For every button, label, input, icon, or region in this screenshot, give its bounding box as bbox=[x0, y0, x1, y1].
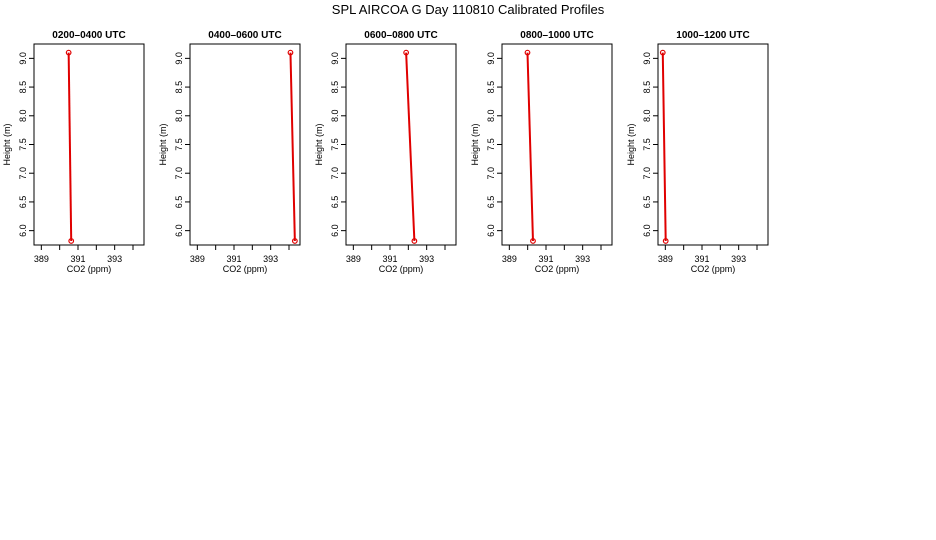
profile-line bbox=[67, 52, 73, 241]
y-tick-label: 8.5 bbox=[174, 81, 184, 94]
y-axis-label: Height (m) bbox=[2, 123, 12, 165]
y-tick-label: 8.0 bbox=[642, 110, 652, 123]
y-tick-label: 6.5 bbox=[642, 196, 652, 209]
y-tick-label: 6.0 bbox=[642, 224, 652, 237]
y-tick-label: 7.5 bbox=[486, 138, 496, 151]
y-tick-label: 7.5 bbox=[330, 138, 340, 151]
y-tick-label: 6.5 bbox=[486, 196, 496, 209]
x-tick-label: 393 bbox=[731, 254, 746, 264]
x-tick-label: 391 bbox=[538, 254, 553, 264]
y-tick-label: 8.5 bbox=[486, 81, 496, 94]
y-tick-label: 7.5 bbox=[174, 138, 184, 151]
x-tick-label: 389 bbox=[502, 254, 517, 264]
x-tick-label: 393 bbox=[263, 254, 278, 264]
plot-frame bbox=[657, 43, 769, 246]
chart-panel-3: 0600–0800 UTC 389 391 393 6.0 6.5 7.0 7.5 8.0 8.5… bbox=[314, 30, 457, 274]
y-axis-label: Height (m) bbox=[158, 123, 168, 165]
panel-title: 0600–0800 UTC bbox=[364, 30, 437, 41]
x-tick-label: 391 bbox=[382, 254, 397, 264]
profile-line bbox=[405, 52, 416, 242]
y-tick-label: 6.0 bbox=[330, 224, 340, 237]
data-point bbox=[411, 238, 418, 244]
data-point bbox=[403, 49, 410, 56]
y-tick-label: 6.0 bbox=[174, 224, 184, 237]
x-tick-label: 389 bbox=[34, 254, 49, 264]
x-tick-label: 393 bbox=[575, 254, 590, 264]
plot-frame bbox=[189, 43, 301, 246]
profile-line bbox=[526, 52, 534, 242]
y-tick-label: 9.0 bbox=[174, 52, 184, 65]
x-tick-label: 389 bbox=[346, 254, 361, 264]
x-tick-label: 391 bbox=[70, 254, 85, 264]
y-tick-label: 7.0 bbox=[486, 167, 496, 180]
x-tick-label: 389 bbox=[190, 254, 205, 264]
y-tick-label: 8.0 bbox=[174, 110, 184, 123]
plot-frame bbox=[501, 43, 613, 246]
data-point bbox=[291, 238, 298, 244]
data-point bbox=[65, 49, 72, 56]
data-point bbox=[662, 238, 669, 244]
panel-title: 0800–1000 UTC bbox=[520, 30, 593, 41]
x-axis-label: CO2 (ppm) bbox=[379, 264, 424, 274]
y-tick-label: 7.0 bbox=[642, 167, 652, 180]
y-tick-label: 6.0 bbox=[18, 224, 28, 237]
x-tick-label: 391 bbox=[226, 254, 241, 264]
chart-panel-1: 0200–0400 UTC 389 391 393 6.0 6.5 7.0 7.5 8.0 8.5… bbox=[2, 30, 145, 274]
panel-title: 0200–0400 UTC bbox=[52, 30, 125, 41]
x-axis-label: CO2 (ppm) bbox=[691, 264, 736, 274]
x-tick-label: 389 bbox=[658, 254, 673, 264]
y-tick-label: 8.5 bbox=[18, 81, 28, 94]
y-tick-label: 8.0 bbox=[18, 110, 28, 123]
x-tick-label: 391 bbox=[694, 254, 709, 264]
data-point bbox=[524, 49, 531, 56]
y-tick-label: 6.0 bbox=[486, 224, 496, 237]
profile-line bbox=[661, 52, 667, 241]
y-tick-label: 9.0 bbox=[18, 52, 28, 65]
y-axis-label: Height (m) bbox=[626, 123, 636, 165]
chart-panel-5: 1000–1200 UTC 389 391 393 6.0 6.5 7.0 7.5 8.0 8.5… bbox=[626, 30, 769, 274]
data-point bbox=[287, 49, 294, 56]
data-point bbox=[530, 238, 536, 244]
x-tick-label: 393 bbox=[107, 254, 122, 264]
y-tick-label: 8.0 bbox=[330, 110, 340, 123]
figure-title: SPL AIRCOA G Day 110810 Calibrated Profi… bbox=[331, 2, 605, 17]
plot-frame bbox=[33, 43, 145, 246]
x-axis-label: CO2 (ppm) bbox=[67, 264, 112, 274]
x-axis-label: CO2 (ppm) bbox=[223, 264, 268, 274]
y-tick-label: 6.5 bbox=[18, 196, 28, 209]
plot-frame bbox=[345, 43, 457, 246]
data-point bbox=[68, 238, 75, 244]
y-tick-label: 9.0 bbox=[486, 52, 496, 65]
y-tick-label: 7.5 bbox=[18, 138, 28, 151]
y-tick-label: 7.5 bbox=[642, 138, 652, 151]
panel-title: 0400–0600 UTC bbox=[208, 30, 281, 41]
chart-panel-2: 0400–0600 UTC 389 391 393 6.0 6.5 7.0 7.5 8.0 8.5… bbox=[158, 30, 301, 274]
chart-panel-4: 0800–1000 UTC 389 391 393 6.0 6.5 7.0 7.5 8.0 8.5… bbox=[470, 30, 613, 274]
y-tick-label: 7.0 bbox=[330, 167, 340, 180]
y-tick-label: 6.5 bbox=[330, 196, 340, 209]
y-tick-label: 9.0 bbox=[330, 52, 340, 65]
x-tick-label: 393 bbox=[419, 254, 434, 264]
y-tick-label: 7.0 bbox=[18, 167, 28, 180]
y-tick-label: 8.5 bbox=[642, 81, 652, 94]
panel-title: 1000–1200 UTC bbox=[676, 30, 749, 41]
y-tick-label: 7.0 bbox=[174, 167, 184, 180]
x-axis-label: CO2 (ppm) bbox=[535, 264, 580, 274]
data-point bbox=[659, 49, 666, 56]
y-tick-label: 9.0 bbox=[642, 52, 652, 65]
y-axis-label: Height (m) bbox=[314, 123, 324, 165]
y-tick-label: 8.0 bbox=[486, 110, 496, 123]
y-tick-label: 8.5 bbox=[330, 81, 340, 94]
y-axis-label: Height (m) bbox=[470, 123, 480, 165]
profile-line bbox=[289, 52, 296, 242]
y-tick-label: 6.5 bbox=[174, 196, 184, 209]
